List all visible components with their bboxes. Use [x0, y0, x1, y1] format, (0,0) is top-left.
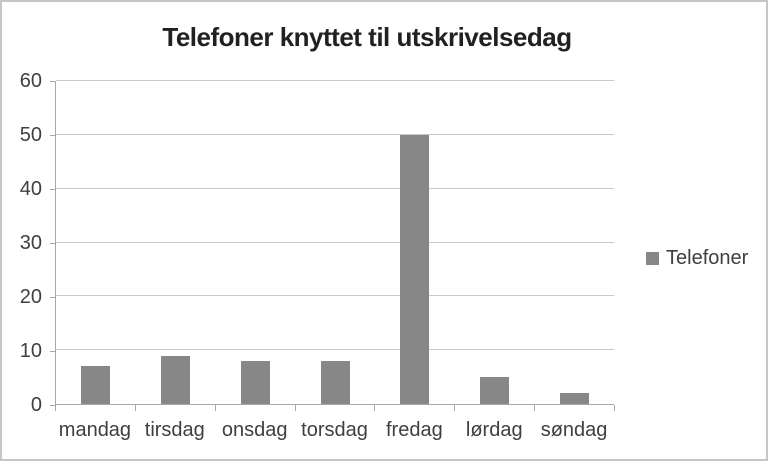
legend: Telefoner	[646, 248, 748, 268]
bar-søndag	[559, 393, 589, 404]
y-tick-mark-10	[50, 351, 55, 352]
gridline-30	[56, 241, 614, 243]
x-tick-mark-0	[55, 405, 56, 411]
x-tick-mark-4	[374, 405, 376, 411]
bar-slot-fredag	[375, 81, 455, 404]
x-tick-mark-5	[454, 405, 456, 411]
y-tick-label-0: 0	[30, 394, 42, 416]
y-tick-label-50: 50	[19, 124, 42, 146]
x-axis-tick-marks	[55, 405, 615, 411]
bar-slot-onsdag	[215, 81, 295, 404]
bar-slot-tirsdag	[136, 81, 216, 404]
bar-tirsdag	[161, 355, 191, 404]
y-tick-label-60: 60	[19, 70, 42, 92]
x-category-label-onsdag: onsdag	[221, 419, 288, 441]
bar-torsdag	[320, 360, 350, 404]
x-tick-mark-6	[534, 405, 536, 411]
bar-onsdag	[240, 360, 270, 404]
bar-slot-torsdag	[295, 81, 375, 404]
y-tick-mark-40	[50, 189, 55, 190]
y-axis-tick-labels: 0 10 20 30 40 50 60	[2, 71, 42, 415]
legend-swatch-icon	[646, 251, 659, 265]
y-tick-label-20: 20	[19, 286, 42, 308]
y-axis-tick-marks	[50, 81, 55, 406]
plot-area	[55, 80, 614, 405]
bar-fredag	[400, 134, 430, 404]
y-tick-label-10: 10	[19, 340, 42, 362]
y-tick-mark-60	[50, 81, 55, 82]
legend-series-label: Telefoner	[666, 247, 749, 269]
x-category-label-søndag: søndag	[540, 419, 608, 441]
y-tick-mark-30	[50, 243, 55, 244]
gridline-40	[56, 187, 614, 189]
chart-title: Telefoner knyttet til utskrivelsedag	[162, 22, 572, 52]
gridline-60	[56, 80, 614, 81]
x-axis-category-labels: mandag tirsdag onsdag torsdag fredag lørdag sø…	[55, 417, 614, 443]
x-tick-mark-7	[614, 405, 615, 411]
bar-slot-lørdag	[455, 81, 535, 404]
bar-mandag	[81, 366, 111, 404]
y-tick-mark-0	[50, 405, 55, 406]
x-category-label-lørdag: lørdag	[465, 419, 523, 441]
bar-slot-søndag	[534, 81, 614, 404]
gridline-20	[56, 295, 614, 297]
y-tick-label-30: 30	[19, 232, 42, 254]
bar-slot-mandag	[56, 81, 136, 404]
x-category-label-fredag: fredag	[386, 419, 443, 441]
bars-container	[56, 81, 614, 404]
gridline-50	[56, 133, 614, 135]
y-tick-mark-20	[50, 297, 55, 298]
x-category-label-tirsdag: tirsdag	[144, 419, 205, 441]
x-tick-mark-1	[134, 405, 136, 411]
bar-lørdag	[479, 377, 509, 404]
x-category-label-torsdag: torsdag	[301, 419, 368, 441]
y-tick-mark-50	[50, 135, 55, 136]
x-tick-mark-2	[214, 405, 216, 411]
x-category-label-mandag: mandag	[58, 419, 132, 441]
y-tick-label-40: 40	[19, 178, 42, 200]
gridline-10	[56, 349, 614, 351]
x-tick-mark-3	[294, 405, 296, 411]
